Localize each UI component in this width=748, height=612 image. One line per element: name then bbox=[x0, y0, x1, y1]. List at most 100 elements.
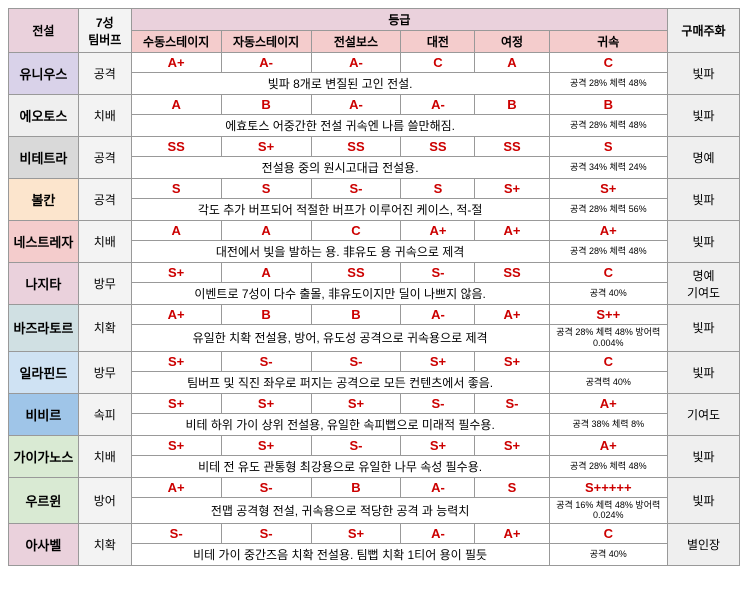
grade-cell: A+ bbox=[475, 524, 549, 544]
grade-cell: SS bbox=[311, 263, 401, 283]
header-legend: 전설 bbox=[9, 9, 79, 53]
grade-cell: S- bbox=[475, 393, 549, 413]
legend-name: 아사벨 bbox=[9, 524, 79, 566]
buff-cell: 방어 bbox=[78, 477, 131, 524]
legend-name: 일라핀드 bbox=[9, 351, 79, 393]
grade-cell: S+++++ bbox=[549, 477, 668, 497]
grade-cell: SS bbox=[475, 137, 549, 157]
grade-cell: SS bbox=[131, 137, 221, 157]
grade-cell: S- bbox=[311, 179, 401, 199]
buff-cell: 속피 bbox=[78, 393, 131, 435]
desc-cell: 이벤트로 7성이 다수 출몰, 非유도이지만 딜이 나쁘지 않음. bbox=[131, 283, 549, 305]
currency-cell: 별인장 bbox=[668, 524, 740, 566]
buff-cell: 치확 bbox=[78, 305, 131, 352]
buff-cell: 공격 bbox=[78, 179, 131, 221]
legend-name: 유니우스 bbox=[9, 53, 79, 95]
grade-cell: A- bbox=[311, 95, 401, 115]
currency-cell: 명예기여도 bbox=[668, 263, 740, 305]
header-boss: 전설보스 bbox=[311, 31, 401, 53]
grade-cell: A- bbox=[401, 477, 475, 497]
grade-cell: S- bbox=[221, 524, 311, 544]
grade-cell: S bbox=[131, 179, 221, 199]
grade-cell: C bbox=[549, 524, 668, 544]
grade-cell: A- bbox=[401, 95, 475, 115]
grade-cell: S bbox=[475, 477, 549, 497]
currency-cell: 빛파 bbox=[668, 221, 740, 263]
grade-cell: A bbox=[131, 221, 221, 241]
grade-cell: S+ bbox=[131, 435, 221, 455]
grade-cell: S+ bbox=[131, 351, 221, 371]
header-currency: 구매주화 bbox=[668, 9, 740, 53]
stat-cell: 공격 40% bbox=[549, 283, 668, 305]
grade-cell: S+ bbox=[475, 179, 549, 199]
grade-cell: S+ bbox=[131, 263, 221, 283]
grade-cell: A+ bbox=[549, 393, 668, 413]
header-manual: 수동스테이지 bbox=[131, 31, 221, 53]
desc-cell: 비테 전 유도 관통형 최강용으로 유일한 나무 속성 필수용. bbox=[131, 455, 549, 477]
grade-cell: S+ bbox=[131, 393, 221, 413]
grade-cell: S- bbox=[401, 263, 475, 283]
grade-cell: A- bbox=[221, 53, 311, 73]
stat-cell: 공격 40% bbox=[549, 544, 668, 566]
grade-cell: S- bbox=[131, 524, 221, 544]
grade-cell: C bbox=[401, 53, 475, 73]
desc-cell: 전설용 중의 원시고대급 전설용. bbox=[131, 157, 549, 179]
grade-cell: S bbox=[401, 179, 475, 199]
stat-cell: 공격 28% 체력 56% bbox=[549, 199, 668, 221]
grade-cell: B bbox=[549, 95, 668, 115]
desc-cell: 유일한 치확 전설용, 방어, 유도성 공격으로 귀속용으로 제격 bbox=[131, 325, 549, 352]
grade-cell: A+ bbox=[475, 305, 549, 325]
grade-cell: A+ bbox=[131, 53, 221, 73]
grade-cell: S+ bbox=[549, 179, 668, 199]
grade-cell: S- bbox=[401, 393, 475, 413]
grade-cell: S- bbox=[221, 351, 311, 371]
grade-cell: B bbox=[221, 95, 311, 115]
header-grade: 등급 bbox=[131, 9, 667, 31]
currency-cell: 기여도 bbox=[668, 393, 740, 435]
desc-cell: 팀버프 및 직진 좌우로 퍼지는 공격으로 모든 컨텐츠에서 좋음. bbox=[131, 371, 549, 393]
grade-cell: A+ bbox=[549, 435, 668, 455]
currency-cell: 빛파 bbox=[668, 179, 740, 221]
header-auto: 자동스테이지 bbox=[221, 31, 311, 53]
currency-cell: 빛파 bbox=[668, 305, 740, 352]
header-battle: 대전 bbox=[401, 31, 475, 53]
desc-cell: 에효토스 어중간한 전설 귀속엔 나름 쓸만해짐. bbox=[131, 115, 549, 137]
legend-name: 비테트라 bbox=[9, 137, 79, 179]
buff-cell: 방무 bbox=[78, 351, 131, 393]
grade-cell: S++ bbox=[549, 305, 668, 325]
buff-cell: 치배 bbox=[78, 435, 131, 477]
grade-cell: S+ bbox=[401, 435, 475, 455]
stat-cell: 공격 28% 체력 48% bbox=[549, 241, 668, 263]
grade-cell: SS bbox=[475, 263, 549, 283]
stat-cell: 공격 38% 체력 8% bbox=[549, 413, 668, 435]
grade-cell: B bbox=[311, 305, 401, 325]
currency-cell: 빛파 bbox=[668, 351, 740, 393]
stat-cell: 공격력 40% bbox=[549, 371, 668, 393]
grade-cell: B bbox=[221, 305, 311, 325]
desc-cell: 비테 하위 가이 상위 전설용, 유일한 속피뻡으로 미래적 필수용. bbox=[131, 413, 549, 435]
stat-cell: 공격 28% 체력 48% bbox=[549, 73, 668, 95]
grade-cell: A bbox=[221, 263, 311, 283]
grade-cell: SS bbox=[401, 137, 475, 157]
currency-cell: 빛파 bbox=[668, 95, 740, 137]
grade-cell: A- bbox=[311, 53, 401, 73]
buff-cell: 치확 bbox=[78, 524, 131, 566]
grade-cell: C bbox=[549, 263, 668, 283]
grade-cell: A+ bbox=[131, 305, 221, 325]
desc-cell: 각도 추가 버프되어 적절한 버프가 이루어진 케이스, 적-절 bbox=[131, 199, 549, 221]
grade-cell: A- bbox=[401, 524, 475, 544]
grade-cell: A bbox=[475, 53, 549, 73]
legend-name: 나지타 bbox=[9, 263, 79, 305]
buff-cell: 공격 bbox=[78, 137, 131, 179]
grade-cell: S+ bbox=[311, 524, 401, 544]
grade-cell: A bbox=[131, 95, 221, 115]
desc-cell: 대전에서 빛을 발하는 용. 非유도 용 귀속으로 제격 bbox=[131, 241, 549, 263]
grade-cell: S- bbox=[311, 435, 401, 455]
grade-cell: C bbox=[549, 53, 668, 73]
stat-cell: 공격 16% 체력 48% 방어력 0.024% bbox=[549, 497, 668, 524]
currency-cell: 빛파 bbox=[668, 53, 740, 95]
grade-cell: A+ bbox=[401, 221, 475, 241]
grade-cell: A+ bbox=[549, 221, 668, 241]
legend-name: 네스트레자 bbox=[9, 221, 79, 263]
buff-cell: 치배 bbox=[78, 221, 131, 263]
